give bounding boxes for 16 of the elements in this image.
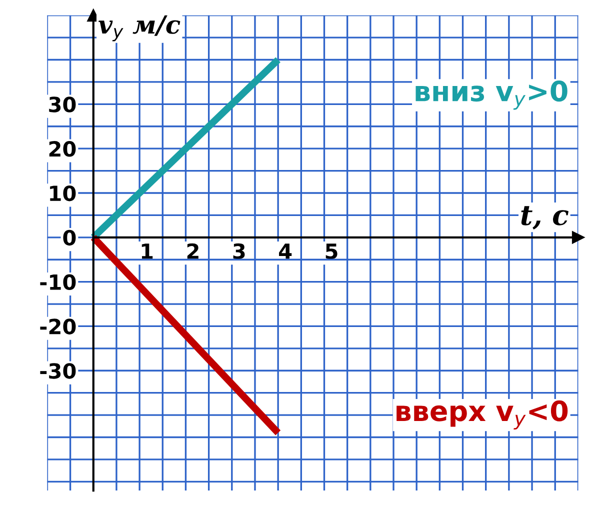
y-tick-label: 10	[50, 185, 76, 202]
annotation: вверх v$_{y}$<0	[396, 400, 568, 430]
x-tick-label: 1	[142, 244, 153, 259]
x-tick-label: 5	[326, 244, 338, 260]
y-tick-label: -20	[40, 318, 76, 334]
y-tick-label: 30	[49, 96, 76, 112]
y-axis-title: v$_{y}$ м/с	[98, 15, 180, 42]
y-tick-label: -10	[40, 274, 76, 290]
x-axis-title: t, с	[521, 206, 569, 230]
annotation: вниз v$_{y}$>0	[416, 80, 568, 110]
x-tick-label: 3	[233, 243, 245, 260]
y-tick-label: 20	[49, 141, 76, 157]
y-tick-label: 0	[63, 230, 76, 246]
x-tick-label: 4	[279, 244, 292, 259]
x-tick-label: 2	[187, 243, 198, 259]
y-tick-label: -30	[40, 363, 76, 379]
